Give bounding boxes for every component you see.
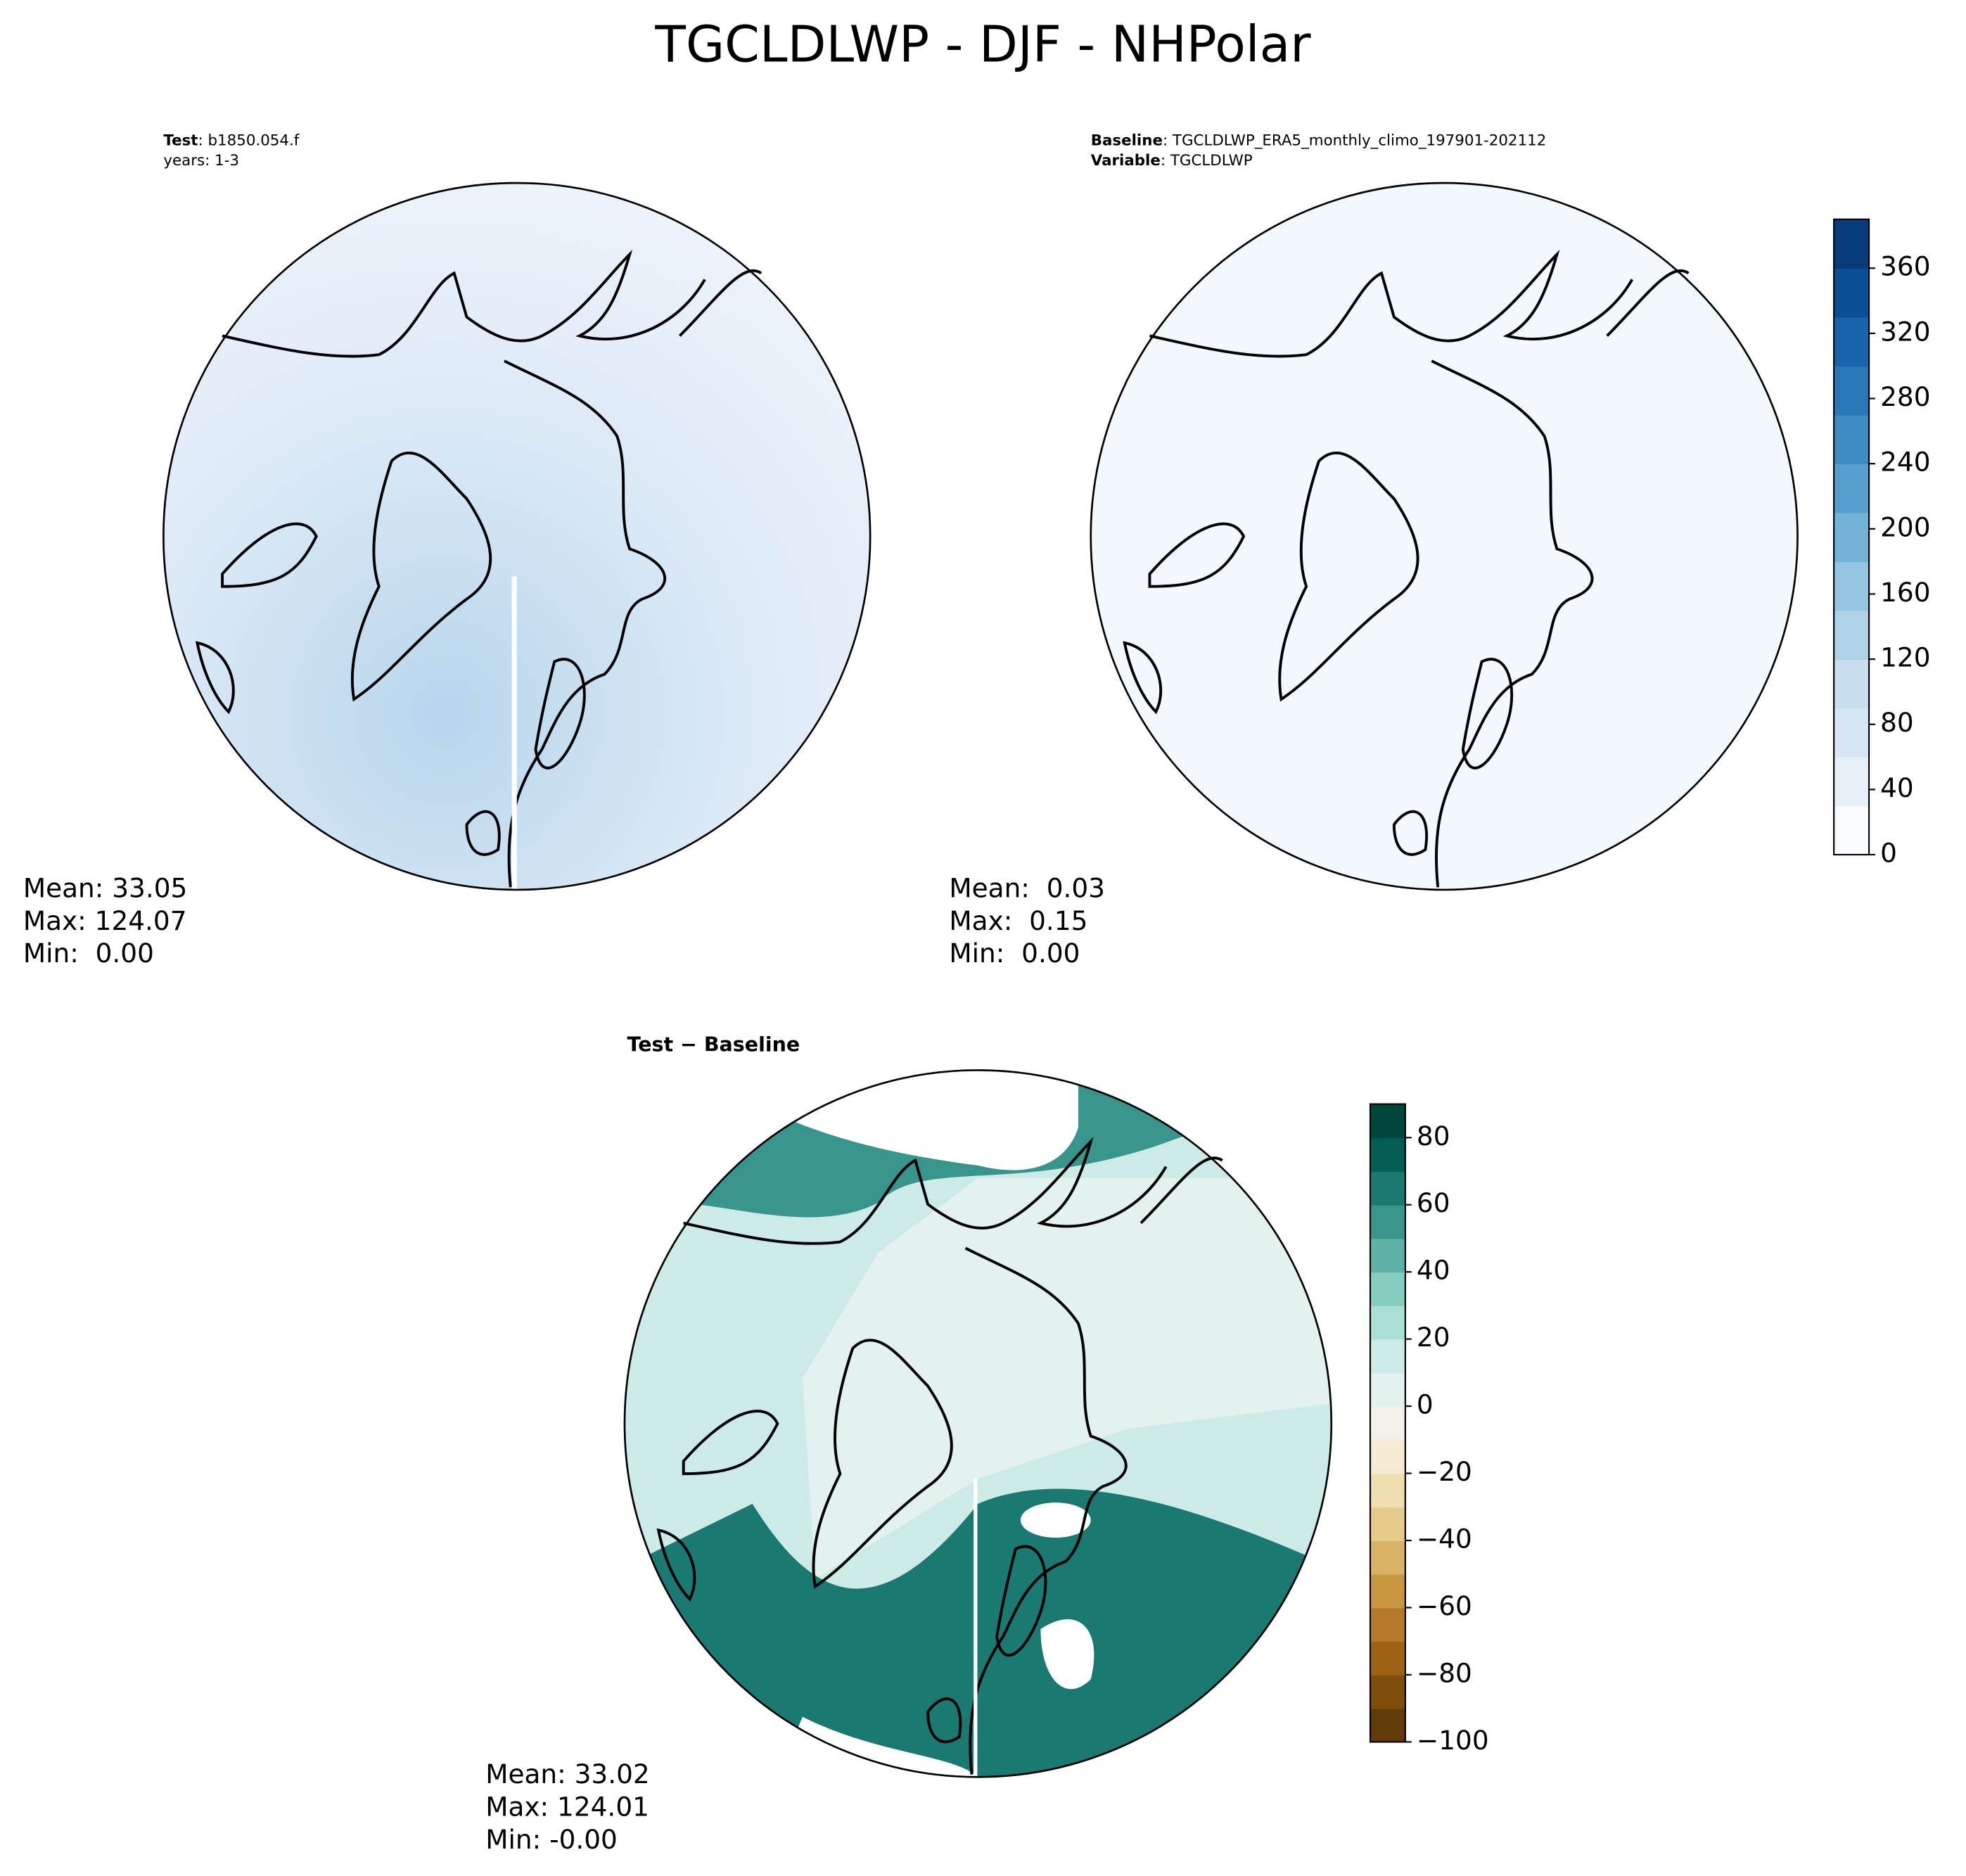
stat-text: Min: 0.00 xyxy=(23,938,154,969)
colorbar-segment xyxy=(1834,414,1870,465)
stat-text: Mean: 33.05 xyxy=(23,873,187,904)
colorbar-tick-label: 280 xyxy=(1880,381,1930,412)
colorbar-tick-label: 40 xyxy=(1880,772,1914,803)
panel-subtitle: years: 1-3 xyxy=(163,152,239,170)
map-border xyxy=(1090,181,1799,891)
colorbar-segment xyxy=(1370,1473,1405,1508)
stat-text: Max: 124.07 xyxy=(23,905,187,936)
colorbar-segment xyxy=(1370,1406,1405,1441)
colorbar-segment xyxy=(1370,1574,1405,1609)
colorbar-segment xyxy=(1834,805,1870,855)
colorbar-frame xyxy=(1833,218,1870,856)
colorbar-tick-label: 80 xyxy=(1417,1121,1450,1151)
stat-text: Mean: 0.03 xyxy=(949,873,1105,904)
colorbar-segment xyxy=(1834,708,1870,758)
stat-text: Max: 0.15 xyxy=(949,905,1087,936)
colorbar-segment xyxy=(1370,1339,1405,1374)
stat-text: Mean: 33.02 xyxy=(485,1759,650,1789)
subtitle-key: Variable xyxy=(1091,152,1161,170)
colorbar-tick-label: −40 xyxy=(1417,1524,1472,1555)
colorbar-segment xyxy=(1834,512,1870,563)
colorbar-segment xyxy=(1370,1204,1405,1239)
colorbar-tick-label: 60 xyxy=(1417,1187,1450,1218)
colorbar-tick-label: −100 xyxy=(1417,1725,1489,1756)
colorbar-segment xyxy=(1370,1708,1405,1743)
colorbar-segment xyxy=(1834,317,1870,367)
colorbar-segment xyxy=(1370,1674,1405,1709)
colorbar-tick-label: −60 xyxy=(1417,1590,1472,1621)
colorbar-segment xyxy=(1370,1137,1405,1172)
panel-subtitle: Test − Baseline xyxy=(627,1033,800,1057)
map-baseline xyxy=(1090,181,1799,891)
colorbar-segment xyxy=(1834,659,1870,709)
colorbar-segment xyxy=(1370,1372,1405,1407)
subtitle-text: years: 1-3 xyxy=(163,152,239,170)
colorbar-segment xyxy=(1370,1171,1405,1206)
colorbar-segment xyxy=(1370,1439,1405,1474)
stat-text: Max: 124.01 xyxy=(485,1791,649,1822)
colorbar-tick-label: 360 xyxy=(1880,251,1930,282)
colorbar-segment xyxy=(1834,219,1870,269)
map-field xyxy=(1090,183,1798,890)
colorbar-frame xyxy=(1369,1103,1406,1743)
subtitle-key: Test − Baseline xyxy=(627,1033,800,1057)
stat-text: Min: 0.00 xyxy=(949,938,1080,969)
colorbar-segment xyxy=(1834,757,1870,807)
colorbar-tick-label: 80 xyxy=(1880,707,1914,738)
colorbar-tick-label: 0 xyxy=(1880,838,1897,869)
colorbar-segment xyxy=(1834,610,1870,660)
colorbar-segment xyxy=(1370,1641,1405,1676)
map-field xyxy=(1020,1502,1091,1538)
figure-title: TGCLDLWP - DJF - NHPolar xyxy=(654,15,1311,73)
map-test xyxy=(162,181,872,891)
colorbar-tick-label: 200 xyxy=(1880,511,1930,542)
panel-subtitle: Variable: TGCLDLWP xyxy=(1091,152,1253,170)
colorbar-tick-label: 40 xyxy=(1417,1255,1450,1286)
colorbar-segment xyxy=(1834,366,1870,416)
map-border xyxy=(623,1069,1333,1778)
map-field xyxy=(802,1178,1332,1579)
subtitle-text: : TGCLDLWP xyxy=(1161,152,1253,170)
colorbar-segment xyxy=(1370,1507,1405,1541)
colorbar-tick-label: 0 xyxy=(1417,1389,1434,1420)
colorbar-segment xyxy=(1370,1104,1405,1139)
colorbar-segment xyxy=(1370,1607,1405,1642)
map-border xyxy=(162,181,872,891)
subtitle-text: : TGCLDLWP_ERA5_monthly_climo_197901-202… xyxy=(1163,132,1546,150)
panel-subtitle: Test: b1850.054.f xyxy=(163,132,299,150)
colorbar-tick-label: 20 xyxy=(1417,1322,1450,1353)
subtitle-key: Baseline xyxy=(1091,132,1163,150)
map-field xyxy=(624,1488,1332,1778)
map-diff xyxy=(623,1069,1333,1778)
colorbar-segment xyxy=(1834,561,1870,611)
colorbar-tick-label: −20 xyxy=(1417,1456,1472,1487)
panel-subtitle: Baseline: TGCLDLWP_ERA5_monthly_climo_19… xyxy=(1091,132,1547,150)
colorbar-tick-label: 160 xyxy=(1880,577,1930,608)
colorbar-tick-label: −80 xyxy=(1417,1657,1472,1688)
colorbar-tick-label: 120 xyxy=(1880,642,1930,673)
colorbar-segment xyxy=(1370,1305,1405,1340)
colorbar-segment xyxy=(1834,464,1870,513)
colorbar-tick-label: 240 xyxy=(1880,447,1930,478)
subtitle-text: : b1850.054.f xyxy=(198,132,300,150)
colorbar-segment xyxy=(1834,268,1870,318)
colorbar-segment xyxy=(1370,1238,1405,1273)
stat-text: Min: -0.00 xyxy=(485,1824,618,1855)
colorbar-segment xyxy=(1370,1540,1405,1575)
map-field xyxy=(163,183,871,890)
subtitle-key: Test xyxy=(163,132,198,150)
map-field xyxy=(1040,1619,1094,1690)
colorbar-segment xyxy=(1370,1272,1405,1306)
colorbar-tick-label: 320 xyxy=(1880,316,1930,347)
